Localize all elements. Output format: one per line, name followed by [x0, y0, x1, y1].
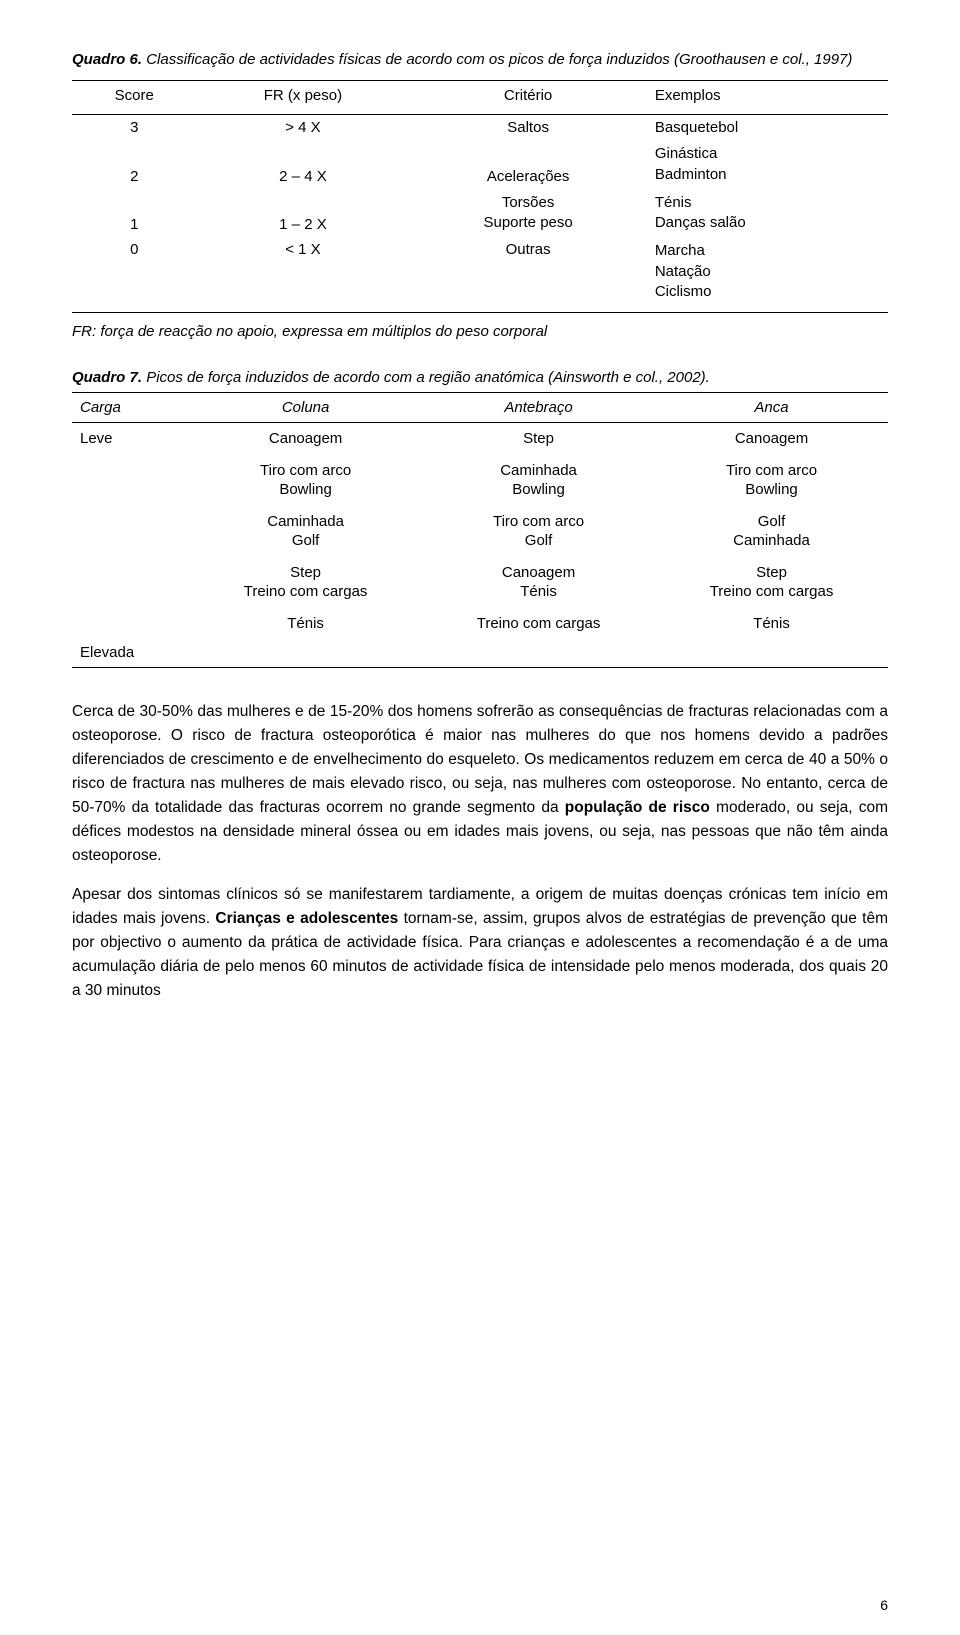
q7-r2-coluna: Caminhada Golf — [189, 506, 422, 557]
quadro7-table: Carga Coluna Antebraço Anca Leve Canoage… — [72, 392, 888, 668]
q7-r0-coluna: Canoagem — [189, 423, 422, 455]
quadro7-title-text: Picos de força induzidos de acordo com a… — [146, 369, 710, 386]
q6-r2-fr: 1 – 2 X — [197, 189, 410, 238]
q7-r3-anca-b: Treino com cargas — [710, 583, 834, 600]
table-row: Step Treino com cargas Canoagem Ténis St… — [72, 557, 888, 608]
q7-r0-carga: Leve — [72, 423, 189, 455]
paragraph-2: Apesar dos sintomas clínicos só se manif… — [72, 883, 888, 1003]
q6-r0-crit: Saltos — [409, 115, 646, 141]
q6-r1-ex-b: Badminton — [655, 166, 727, 183]
quadro6-footnote: FR: força de reacção no apoio, expressa … — [72, 323, 888, 340]
q7-r1-ante: Caminhada Bowling — [422, 455, 655, 506]
q7-r1-coluna-a: Tiro com arco — [260, 462, 351, 479]
q6-r2-ex: Ténis Danças salão — [647, 189, 888, 238]
q7-r2-anca-b: Caminhada — [733, 532, 810, 549]
q7-r0-anca: Canoagem — [655, 423, 888, 455]
q7-r2-ante-b: Golf — [525, 532, 553, 549]
q7-r3-coluna: Step Treino com cargas — [189, 557, 422, 608]
table-row: Leve Canoagem Step Canoagem — [72, 423, 888, 455]
page-number: 6 — [880, 1597, 888, 1613]
q7-r1-anca-b: Bowling — [745, 481, 798, 498]
table-row: 1 1 – 2 X Torsões Suporte peso Ténis Dan… — [72, 189, 888, 238]
q7-r1-ante-a: Caminhada — [500, 462, 577, 479]
q7-r1-anca: Tiro com arco Bowling — [655, 455, 888, 506]
quadro7-label: Quadro 7. — [72, 369, 142, 386]
table-row: 0 < 1 X Outras Marcha Natação Ciclismo — [72, 237, 888, 312]
q7-r4-anca: Ténis — [655, 608, 888, 640]
quadro6-table: Score FR (x peso) Critério Exemplos 3 > … — [72, 80, 888, 313]
q6-r0-score: 3 — [72, 115, 197, 141]
page: Quadro 6. Classificação de actividades f… — [0, 0, 960, 1635]
q6-r3-ex-a: Marcha — [655, 242, 705, 259]
q6-r2-score: 1 — [72, 189, 197, 238]
q6-h-fr: FR (x peso) — [197, 81, 410, 115]
q7-r3-anca-a: Step — [756, 564, 787, 581]
q7-r1-coluna: Tiro com arco Bowling — [189, 455, 422, 506]
table-row: Ténis Treino com cargas Ténis — [72, 608, 888, 640]
q6-r3-ex-c: Ciclismo — [655, 283, 712, 300]
p2-b1: Crianças e adolescentes — [215, 910, 398, 927]
q7-h-anca: Anca — [655, 393, 888, 423]
q7-r0-ante: Step — [422, 423, 655, 455]
q7-r4-coluna: Ténis — [189, 608, 422, 640]
q6-r2-crit-b: Suporte peso — [483, 214, 572, 231]
q6-h-score: Score — [72, 81, 197, 115]
q6-r1-score: 2 — [72, 140, 197, 189]
q6-r3-ex-b: Natação — [655, 263, 711, 280]
q7-r1-ante-b: Bowling — [512, 481, 565, 498]
q6-r1-fr: 2 – 4 X — [197, 140, 410, 189]
q6-r1-crit: Acelerações — [409, 140, 646, 189]
q7-r5-carga: Elevada — [72, 639, 189, 667]
table-row: Caminhada Golf Tiro com arco Golf Golf C… — [72, 506, 888, 557]
q7-r3-coluna-b: Treino com cargas — [244, 583, 368, 600]
p1-b1: população de risco — [565, 799, 710, 816]
q7-r2-ante: Tiro com arco Golf — [422, 506, 655, 557]
table-row: 2 2 – 4 X Acelerações Ginástica Badminto… — [72, 140, 888, 189]
q7-r2-anca-a: Golf — [758, 513, 786, 530]
q7-h-coluna: Coluna — [189, 393, 422, 423]
q6-r2-crit: Torsões Suporte peso — [409, 189, 646, 238]
q6-r0-ex: Basquetebol — [647, 115, 888, 141]
q7-r2-coluna-b: Golf — [292, 532, 320, 549]
q7-h-ante: Antebraço — [422, 393, 655, 423]
q7-r1-anca-a: Tiro com arco — [726, 462, 817, 479]
table-row: 3 > 4 X Saltos Basquetebol — [72, 115, 888, 141]
quadro7-caption: Quadro 7. Picos de força induzidos de ac… — [72, 368, 888, 388]
q7-r2-anca: Golf Caminhada — [655, 506, 888, 557]
q7-r2-ante-a: Tiro com arco — [493, 513, 584, 530]
q7-r3-coluna-a: Step — [290, 564, 321, 581]
q6-r2-ex-b: Danças salão — [655, 214, 746, 231]
q7-r1-coluna-b: Bowling — [279, 481, 332, 498]
q7-r3-ante-a: Canoagem — [502, 564, 575, 581]
q7-r3-anca: Step Treino com cargas — [655, 557, 888, 608]
q6-h-ex: Exemplos — [647, 81, 888, 115]
q6-r3-crit: Outras — [409, 237, 646, 312]
q7-h-carga: Carga — [72, 393, 189, 423]
quadro6-label: Quadro 6. — [72, 51, 142, 68]
q6-h-crit: Critério — [409, 81, 646, 115]
q7-r2-coluna-a: Caminhada — [267, 513, 344, 530]
q6-r1-ex: Ginástica Badminton — [647, 140, 888, 189]
q6-r3-fr: < 1 X — [197, 237, 410, 312]
q7-r4-ante: Treino com cargas — [422, 608, 655, 640]
paragraph-1: Cerca de 30-50% das mulheres e de 15-20%… — [72, 700, 888, 868]
table-row: Tiro com arco Bowling Caminhada Bowling … — [72, 455, 888, 506]
q7-r3-ante-b: Ténis — [520, 583, 557, 600]
q6-r3-score: 0 — [72, 237, 197, 312]
q7-r3-ante: Canoagem Ténis — [422, 557, 655, 608]
q6-r3-ex: Marcha Natação Ciclismo — [647, 237, 888, 312]
q6-r2-ex-a: Ténis — [655, 194, 692, 211]
quadro6-header-row: Score FR (x peso) Critério Exemplos — [72, 81, 888, 115]
table-row: Elevada — [72, 639, 888, 667]
q6-r1-ex-a: Ginástica — [655, 145, 718, 162]
quadro6-title-text: Classificação de actividades físicas de … — [146, 51, 852, 68]
quadro6-caption: Quadro 6. Classificação de actividades f… — [72, 50, 888, 70]
quadro7-header-row: Carga Coluna Antebraço Anca — [72, 393, 888, 423]
q6-r0-fr: > 4 X — [197, 115, 410, 141]
q6-r2-crit-a: Torsões — [502, 194, 555, 211]
